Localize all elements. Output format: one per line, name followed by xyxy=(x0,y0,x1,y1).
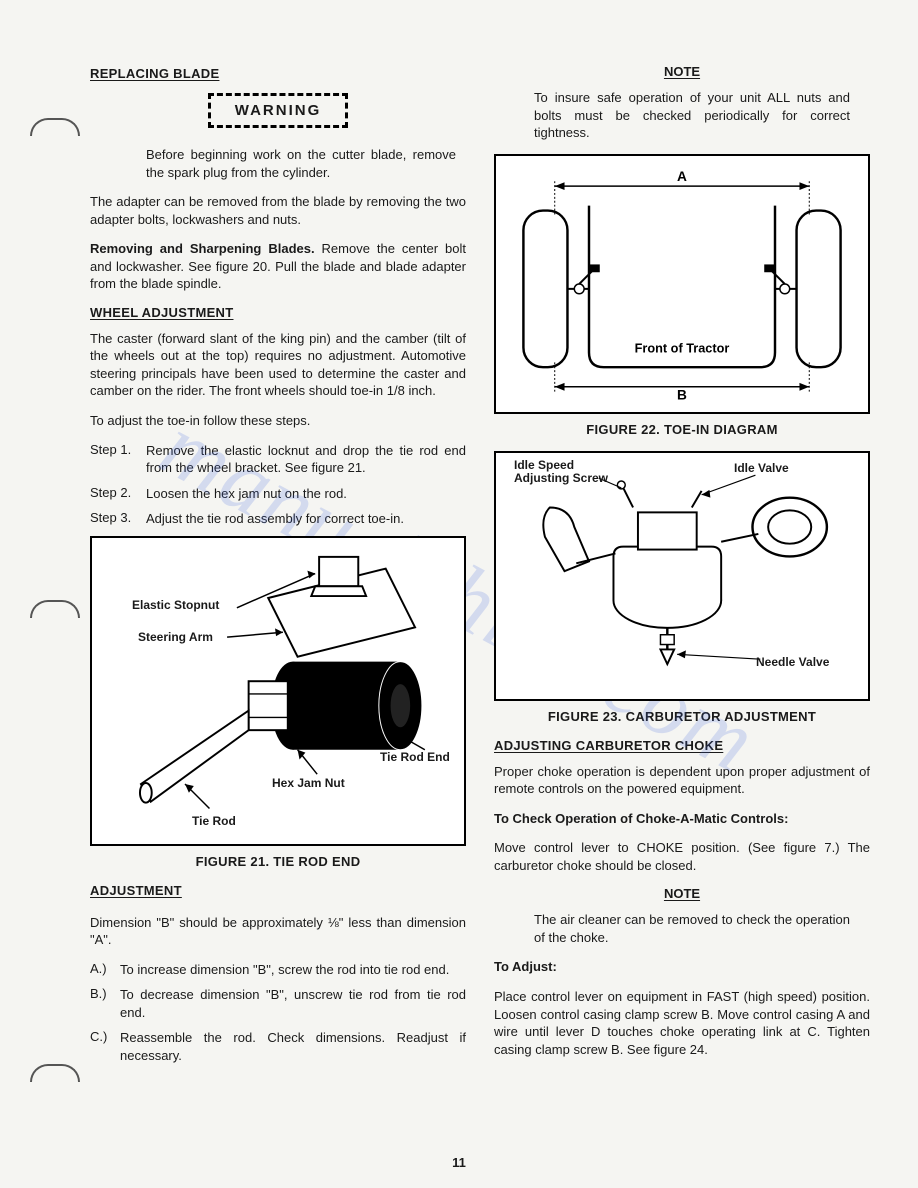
fig22-dim-a-svg: A xyxy=(677,169,687,184)
list-text: To increase dimension "B", screw the rod… xyxy=(120,961,466,979)
step-text: Loosen the hex jam nut on the rod. xyxy=(146,485,466,503)
step-row: Step 2. Loosen the hex jam nut on the ro… xyxy=(90,485,466,503)
step-text: Remove the elastic locknut and drop the … xyxy=(146,442,466,477)
figure-23-caption: FIGURE 23. CARBURETOR ADJUSTMENT xyxy=(494,709,870,724)
fig21-label-tie-rod-end: Tie Rod End xyxy=(380,750,450,764)
fig21-label-steering-arm: Steering Arm xyxy=(138,630,213,644)
to-adjust-heading: To Adjust: xyxy=(494,958,870,976)
check-operation-bold: To Check Operation of Choke-A-Matic Cont… xyxy=(494,810,870,828)
warning-stamp: WARNING xyxy=(208,93,349,128)
list-text: Reassemble the rod. Check dimensions. Re… xyxy=(120,1029,466,1064)
page-columns: REPLACING BLADE WARNING Before beginning… xyxy=(90,60,870,1073)
fig22-front-label-svg: Front of Tractor xyxy=(635,340,730,355)
choke-operation-text: Proper choke operation is dependent upon… xyxy=(494,763,870,798)
fig23-label-idle-valve: Idle Valve xyxy=(734,461,789,475)
left-column: REPLACING BLADE WARNING Before beginning… xyxy=(90,60,466,1073)
list-item: C.) Reassemble the rod. Check dimensions… xyxy=(90,1029,466,1064)
note2-heading: NOTE xyxy=(494,886,870,901)
step-label: Step 1. xyxy=(90,442,146,477)
note2-text: The air cleaner can be removed to check … xyxy=(534,911,850,946)
heading-replacing-blade: REPLACING BLADE xyxy=(90,66,466,81)
adjustment-dimension-text: Dimension "B" should be approximately ⅛"… xyxy=(90,914,466,949)
note-heading: NOTE xyxy=(494,64,870,79)
list-label: B.) xyxy=(90,986,120,1021)
binder-hole-arc xyxy=(30,1064,80,1082)
list-label: A.) xyxy=(90,961,120,979)
step-row: Step 1. Remove the elastic locknut and d… xyxy=(90,442,466,477)
fig22-dim-b-svg: B xyxy=(677,387,687,402)
fig23-label-needle-valve: Needle Valve xyxy=(756,655,829,669)
wheel-adjustment-p2: To adjust the toe-in follow these steps. xyxy=(90,412,466,430)
figure-22-caption: FIGURE 22. TOE-IN DIAGRAM xyxy=(494,422,870,437)
figure-23-box: Idle Speed Adjusting Screw Idle Valve Ne… xyxy=(494,451,870,701)
warning-text: Before beginning work on the cutter blad… xyxy=(146,146,456,181)
check-operation-text: Move control lever to CHOKE position. (S… xyxy=(494,839,870,874)
fig21-label-hex-jam-nut: Hex Jam Nut xyxy=(272,776,345,790)
fig21-label-tie-rod: Tie Rod xyxy=(192,814,236,828)
figure-22-svg: A B Front of Tractor xyxy=(496,156,868,412)
removing-sharpening-bold: Removing and Sharpening Blades. xyxy=(90,241,315,256)
page-number: 11 xyxy=(452,1155,466,1170)
right-column: NOTE To insure safe operation of your un… xyxy=(494,60,870,1073)
fig23-label-idle-speed: Idle Speed Adjusting Screw xyxy=(514,459,624,485)
figure-22-box: A B Front of Tractor xyxy=(494,154,870,414)
adapter-removal-text: The adapter can be removed from the blad… xyxy=(90,193,466,228)
step-label: Step 2. xyxy=(90,485,146,503)
heading-adjustment: ADJUSTMENT xyxy=(90,883,466,898)
step-text: Adjust the tie rod assembly for correct … xyxy=(146,510,466,528)
binder-hole-arc xyxy=(30,118,80,136)
figure-21-svg xyxy=(92,538,464,844)
figure-21-caption: FIGURE 21. TIE ROD END xyxy=(90,854,466,869)
step-label: Step 3. xyxy=(90,510,146,528)
heading-adjusting-choke: ADJUSTING CARBURETOR CHOKE xyxy=(494,738,870,753)
note-text: To insure safe operation of your unit AL… xyxy=(534,89,850,142)
binder-hole-arc xyxy=(30,600,80,618)
warning-container: WARNING xyxy=(90,91,466,140)
list-label: C.) xyxy=(90,1029,120,1064)
heading-wheel-adjustment: WHEEL ADJUSTMENT xyxy=(90,305,466,320)
wheel-adjustment-p1: The caster (forward slant of the king pi… xyxy=(90,330,466,400)
step-row: Step 3. Adjust the tie rod assembly for … xyxy=(90,510,466,528)
list-item: A.) To increase dimension "B", screw the… xyxy=(90,961,466,979)
figure-21-box: Elastic Stopnut Steering Arm Tie Rod End… xyxy=(90,536,466,846)
to-adjust-text: Place control lever on equipment in FAST… xyxy=(494,988,870,1058)
list-item: B.) To decrease dimension "B", unscrew t… xyxy=(90,986,466,1021)
fig21-label-elastic-stopnut: Elastic Stopnut xyxy=(132,598,219,612)
list-text: To decrease dimension "B", unscrew tie r… xyxy=(120,986,466,1021)
removing-sharpening-paragraph: Removing and Sharpening Blades. Remove t… xyxy=(90,240,466,293)
